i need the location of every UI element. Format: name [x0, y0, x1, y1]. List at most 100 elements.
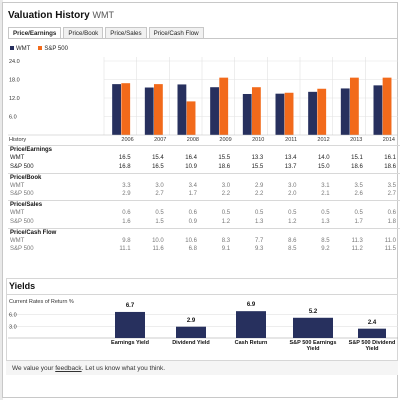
- table-cell: 8.6: [288, 237, 297, 244]
- table-cell: 18.6: [384, 163, 396, 170]
- table-cell: 0.5: [254, 210, 264, 216]
- table-cell: 3.0: [155, 182, 164, 189]
- bar-wmt-2013: [340, 88, 350, 135]
- table-cell: 1.7: [188, 191, 197, 197]
- table-row: S&P 500 1.6 1.5 0.9 1.2 1.3 1.2 1.3 1.7 1.8: [8, 218, 400, 226]
- table-cell: 1.2: [288, 218, 297, 225]
- table-cell: 2.1: [321, 191, 330, 197]
- tab-divider: [8, 38, 398, 39]
- table-cell: 7.7: [254, 237, 264, 244]
- table-cell: 0.5: [155, 210, 164, 216]
- bar-wmt-2014: [373, 85, 383, 135]
- table-cell: 15.0: [317, 163, 330, 170]
- x-tick-label: 2007: [154, 137, 166, 143]
- tab-price-earnings[interactable]: Price/Earnings: [8, 27, 62, 39]
- legend-swatch-wmt: [10, 46, 14, 50]
- history-label: History: [9, 137, 26, 143]
- bar-sp500-2007: [153, 84, 163, 135]
- bar-wmt-2010: [242, 93, 252, 135]
- feedback-link[interactable]: feedback: [55, 365, 82, 372]
- table-cell: 16.4: [185, 155, 197, 161]
- table-cell: 1.6: [122, 218, 131, 225]
- y-tick-label: 18.0: [9, 78, 20, 84]
- chart-legend: WMT S&P 500: [10, 46, 68, 52]
- table-cell: 0.5: [288, 210, 297, 216]
- table-cell: 2.9: [254, 182, 264, 189]
- table-cell: 3.0: [221, 182, 231, 189]
- table-cell: 16.5: [118, 155, 131, 161]
- table-cell: 15.1: [351, 155, 363, 161]
- title-text: Valuation History: [8, 10, 90, 21]
- table-cell: 2.6: [354, 191, 363, 197]
- valuation-tabs: Price/Earnings Price/Book Price/Sales Price…: [8, 27, 206, 39]
- table-cell: 2.2: [254, 191, 264, 197]
- bar-sp500-2013: [349, 77, 359, 135]
- row-label: WMT: [10, 182, 25, 189]
- yield-category-label: Dividend Yield: [172, 340, 210, 346]
- y-tick-label: 24.0: [9, 59, 20, 65]
- table-cell: 18.6: [351, 163, 363, 170]
- table-cell: 8.5: [321, 237, 330, 244]
- x-tick-label: 2011: [285, 137, 297, 143]
- table-cell: 1.8: [387, 218, 396, 225]
- table-cell: 3.5: [354, 182, 363, 189]
- bar-wmt-2012: [308, 91, 317, 135]
- table-cell: 10.6: [185, 237, 197, 244]
- table-cell: 2.7: [387, 191, 396, 197]
- bar-sp500-2010: [251, 87, 261, 135]
- table-cell: 10.0: [152, 237, 164, 244]
- table-cell: 2.0: [288, 191, 297, 197]
- table-cell: 1.5: [155, 218, 164, 225]
- table-cell: 0.6: [122, 210, 131, 216]
- yield-bar: [358, 328, 386, 338]
- legend-item-wmt: WMT: [10, 46, 30, 52]
- row-label: WMT: [10, 210, 25, 216]
- x-tick-label: 2014: [383, 137, 395, 143]
- row-label: Price/Sales: [10, 202, 43, 208]
- table-row: S&P 500 11.1 11.6 6.8 9.1 9.3 8.5 9.2 11.2 11.5: [8, 245, 400, 253]
- legend-label-sp500: S&P 500: [44, 46, 68, 52]
- row-label: WMT: [10, 155, 25, 161]
- table-cell: 0.5: [221, 210, 231, 216]
- pe-history-chart: 24.0 18.0 12.0 6.0 2006 2007 2008 2009 2010 2011 2…: [8, 57, 398, 143]
- table-cell: 1.7: [354, 218, 363, 225]
- table-cell: 16.1: [384, 155, 396, 161]
- table-cell: 1.2: [221, 218, 231, 225]
- table-cell: 13.7: [284, 163, 297, 170]
- table-cell: 3.5: [387, 182, 396, 189]
- x-tick-label: 2008: [187, 137, 199, 143]
- feedback-text-after: . Let us know what you think.: [81, 365, 166, 372]
- x-tick-label: 2010: [252, 137, 264, 143]
- feedback-bar: We value your feedback. Let us know what…: [6, 360, 398, 375]
- row-label: S&P 500: [10, 218, 34, 225]
- row-label: Price/Earnings: [10, 147, 53, 153]
- yields-y-tick: 6.0: [9, 313, 17, 319]
- yield-value-label: 6.7: [125, 302, 135, 309]
- tab-price-sales[interactable]: Price/Sales: [105, 27, 147, 39]
- bar-wmt-2009: [210, 87, 219, 135]
- row-label: S&P 500: [10, 163, 34, 170]
- table-cell: 2.2: [221, 191, 231, 197]
- table-cell: 11.1: [119, 246, 131, 252]
- row-label: S&P 500: [10, 246, 34, 252]
- yield-value-label: 2.4: [367, 319, 377, 326]
- x-tick-label: 2012: [317, 137, 329, 143]
- table-cell: 0.5: [321, 210, 330, 216]
- legend-swatch-sp500: [38, 46, 43, 50]
- table-cell: 3.0: [288, 182, 297, 189]
- table-cell: 3.1: [321, 182, 330, 189]
- row-label: WMT: [10, 237, 25, 244]
- yield-value-label: 6.9: [246, 302, 256, 309]
- yield-category-label: S&P 500 Earnings Yield: [289, 340, 337, 352]
- table-row: WMT 3.3 3.0 3.4 3.0 2.9 3.0 3.1 3.5 3.5: [8, 182, 400, 190]
- tab-price-book[interactable]: Price/Book: [63, 27, 104, 39]
- yields-divider: [6, 294, 398, 295]
- table-cell: 9.1: [221, 246, 231, 252]
- table-row: WMT 0.6 0.5 0.6 0.5 0.5 0.5 0.5 0.5 0.6: [8, 209, 400, 217]
- section-header: Price/Earnings: [8, 145, 400, 154]
- table-cell: 11.2: [351, 246, 363, 252]
- bar-sp500-2009: [219, 77, 229, 135]
- tab-price-cash-flow[interactable]: Price/Cash Flow: [148, 27, 204, 39]
- table-cell: 3.4: [188, 182, 197, 189]
